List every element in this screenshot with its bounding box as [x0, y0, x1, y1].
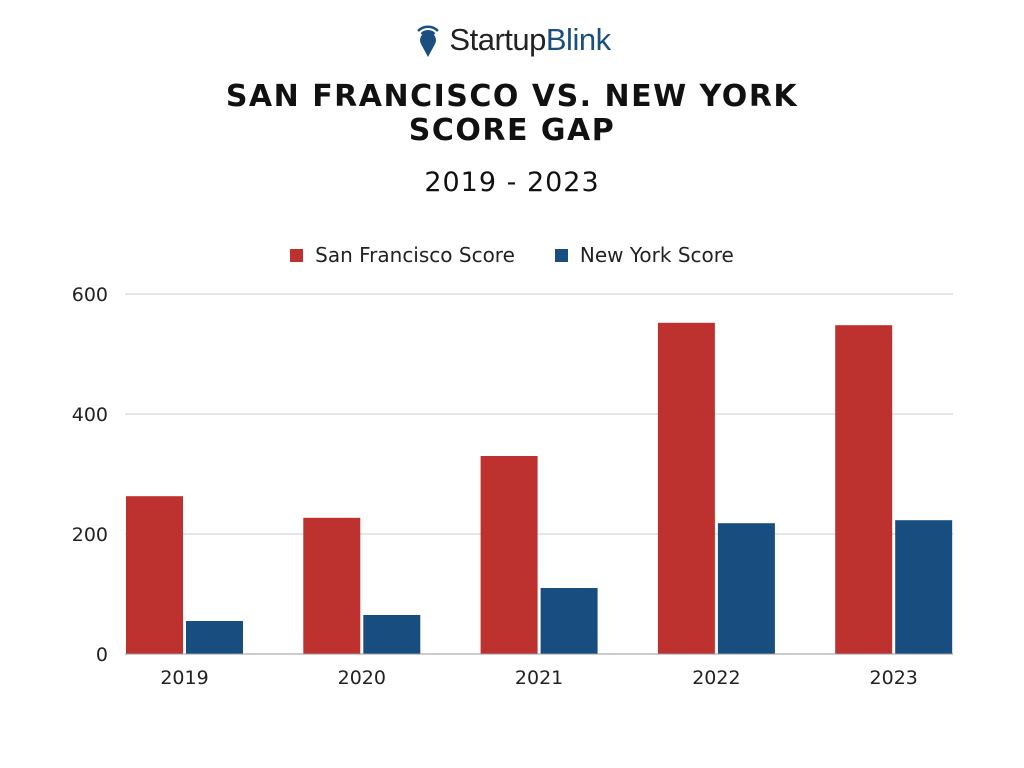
legend-swatch-sf [290, 248, 304, 262]
x-tick-label: 2019 [160, 667, 208, 689]
x-tick-label: 2021 [515, 667, 563, 689]
bar-san-francisco [303, 517, 361, 654]
y-tick-label: 0 [96, 644, 108, 666]
startupblink-logo: StartupBlink [0, 22, 1024, 58]
bar-san-francisco [126, 496, 183, 654]
chart-title-line2: SCORE GAP [408, 113, 616, 148]
legend-item-ny: New York Score [554, 243, 734, 267]
x-tick-label: 2023 [870, 667, 918, 689]
bar-new-york [363, 615, 421, 654]
logo-text-blink: Blink [545, 22, 611, 57]
bar-new-york [540, 588, 598, 654]
y-tick-label: 200 [72, 524, 108, 546]
y-tick-label: 400 [72, 404, 108, 426]
bar-san-francisco [835, 325, 893, 654]
legend: San Francisco Score New York Score [0, 243, 1024, 267]
chart-title-line1: SAN FRANCISCO VS. NEW YORK [225, 79, 799, 114]
chart-title: SAN FRANCISCO VS. NEW YORK SCORE GAP [0, 80, 1024, 148]
bar-san-francisco [657, 322, 715, 654]
legend-label-ny: New York Score [579, 243, 734, 267]
location-pin-icon [417, 25, 440, 57]
chart-subtitle: 2019 - 2023 [424, 167, 600, 198]
y-tick-label: 600 [72, 284, 108, 306]
x-tick-label: 2022 [692, 667, 740, 689]
legend-swatch-ny [554, 248, 568, 262]
legend-label-sf: San Francisco Score [315, 243, 515, 267]
legend-item-sf: San Francisco Score [290, 243, 515, 267]
bar-new-york [895, 520, 953, 654]
x-tick-label: 2020 [338, 667, 386, 689]
logo-text-startup: Startup [449, 22, 546, 57]
bar-new-york [186, 621, 243, 654]
bar-san-francisco [480, 456, 538, 654]
bar-new-york [717, 523, 775, 654]
